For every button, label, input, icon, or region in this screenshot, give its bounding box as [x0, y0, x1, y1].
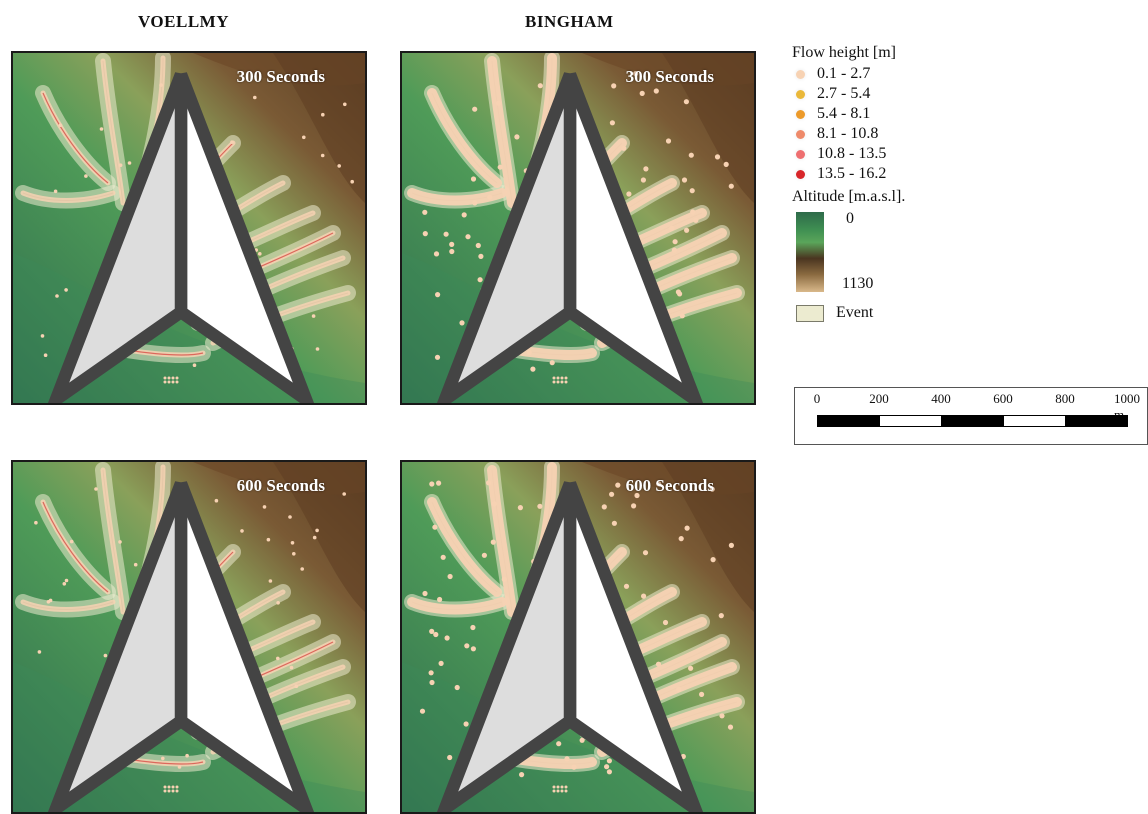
time-label: 600 Seconds: [625, 476, 714, 495]
flow-height-classes: 0.1 - 2.7 2.7 - 5.4 5.4 - 8.1 8.1 - 10.8 10.…: [792, 64, 905, 184]
flow-height-class: 0.1 - 2.7: [792, 64, 905, 84]
scale-segment: [1003, 415, 1066, 427]
column-title-voellmy: VOELLMY: [138, 12, 229, 31]
scale-label: 0: [813, 391, 821, 406]
scale-label: 600: [993, 391, 1013, 406]
scale-segment: [879, 415, 942, 427]
flow-height-label: 0.1 - 2.7: [817, 65, 871, 82]
map-panel-bingham-600: 600 Seconds: [400, 460, 756, 814]
scale-segment: [817, 415, 880, 427]
event-label: Event: [836, 304, 874, 321]
event-legend-item: Event: [792, 304, 905, 322]
map-panel-bingham-300: 300 Seconds: [400, 51, 756, 405]
altitude-ramp: 0 1130: [792, 210, 905, 296]
north-arrow-icon: [436, 72, 704, 403]
flow-height-swatch: [796, 89, 805, 99]
flow-height-class: 13.5 - 16.2: [792, 164, 905, 184]
flow-height-class: 2.7 - 5.4: [792, 84, 905, 104]
scale-label: 1000 m: [1114, 391, 1140, 422]
north-arrow-icon: [47, 72, 315, 403]
altitude-title: Altitude [m.a.s.l].: [792, 188, 906, 205]
flow-height-label: 2.7 - 5.4: [817, 85, 871, 102]
flow-height-swatch: [796, 169, 805, 179]
flow-height-label: 13.5 - 16.2: [817, 165, 887, 182]
flow-height-class: 10.8 - 13.5: [792, 144, 905, 164]
scale-label: 800: [1055, 391, 1075, 406]
time-label: 600 Seconds: [236, 476, 325, 495]
flow-height-label: 8.1 - 10.8: [817, 125, 879, 142]
map-panel-voellmy-300: 300 Seconds: [11, 51, 367, 405]
scale-segment: [1065, 415, 1128, 427]
north-arrow-icon: [47, 481, 315, 812]
map-legend: Flow height [m] 0.1 - 2.7 2.7 - 5.4 5.4 - …: [792, 44, 905, 322]
scale-bar: 0 200 400 600 800 1000 m: [794, 387, 1148, 445]
altitude-color-ramp: [796, 212, 824, 292]
event-swatch: [796, 304, 824, 322]
scale-segment: [941, 415, 1004, 427]
flow-height-class: 8.1 - 10.8: [792, 124, 905, 144]
flow-height-swatch: [796, 109, 805, 119]
flow-height-swatch: [796, 129, 805, 139]
scale-label: 200: [869, 391, 889, 406]
north-arrow-icon: [436, 481, 704, 812]
flow-height-class: 5.4 - 8.1: [792, 104, 905, 124]
time-label: 300 Seconds: [625, 67, 714, 86]
flow-height-title: Flow height [m]: [792, 44, 896, 61]
flow-height-swatch: [796, 149, 805, 159]
altitude-bottom-label: 1130: [842, 275, 874, 292]
flow-height-swatch: [796, 69, 805, 79]
flow-height-label: 5.4 - 8.1: [817, 105, 871, 122]
time-label: 300 Seconds: [236, 67, 325, 86]
flow-height-label: 10.8 - 13.5: [817, 145, 887, 162]
column-title-bingham: BINGHAM: [525, 12, 614, 31]
altitude-top-label: 0: [846, 210, 854, 227]
scale-label: 400: [931, 391, 951, 406]
map-panel-voellmy-600: 600 Seconds: [11, 460, 367, 814]
